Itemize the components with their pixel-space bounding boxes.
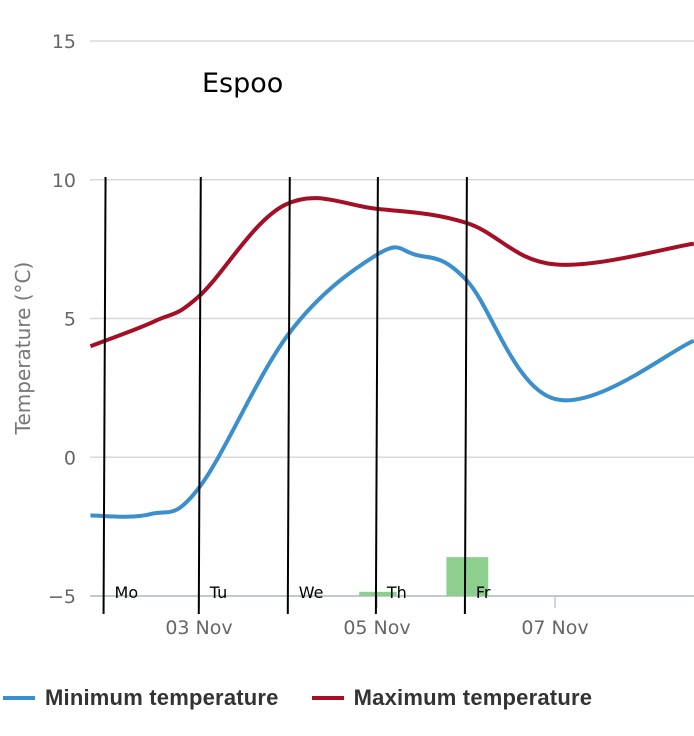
x-tick-label: 07 Nov [521,617,588,639]
chart-title: Espoo [202,68,283,99]
day-marker-line [463,176,468,615]
day-markers: Mo Tu We Th Fr [102,176,491,615]
day-marker-label: Th [386,583,407,602]
day-marker-label: Fr [476,583,491,602]
day-marker-line [374,176,379,615]
legend-item-minimum[interactable]: Minimum temperature [0,685,279,711]
y-tick-label: 0 [64,447,76,469]
day-marker-label: Tu [209,583,227,602]
legend-swatch-maximum [311,696,344,700]
day-marker-label: We [299,583,324,602]
precipitation-bar [446,557,489,596]
grid-lines [90,40,694,597]
y-tick-label: 10 [52,170,76,192]
day-marker-label: Mo [115,583,139,602]
day-marker-line [102,176,107,615]
legend: Minimum temperature Maximum temperature [0,682,694,714]
legend-item-maximum[interactable]: Maximum temperature [309,685,593,711]
series-line-minimum [90,245,694,519]
y-tick-label: −5 [48,586,76,608]
y-tick-label: 5 [64,309,76,331]
day-marker-line [286,176,291,615]
x-tick-label: 05 Nov [343,617,410,639]
day-marker-line [197,176,202,615]
x-axis: 03 Nov 05 Nov 07 Nov [165,596,589,639]
series-line-maximum [90,196,694,349]
x-tick-label: 03 Nov [165,617,232,639]
precipitation-bars [359,557,489,596]
legend-label-minimum: Minimum temperature [45,685,279,710]
precipitation-bar [359,591,397,596]
legend-swatch-minimum [3,696,35,700]
legend-label-maximum: Maximum temperature [353,685,593,710]
y-axis-ticks: −5 0 5 10 15 [48,31,76,608]
y-tick-label: 15 [52,31,76,53]
series-lines [90,196,694,519]
y-axis-label: Temperature (°C) [11,262,35,436]
temperature-chart: −5 0 5 10 15 Temperature (°C) Espoo 03 Nov 05… [11,31,694,639]
